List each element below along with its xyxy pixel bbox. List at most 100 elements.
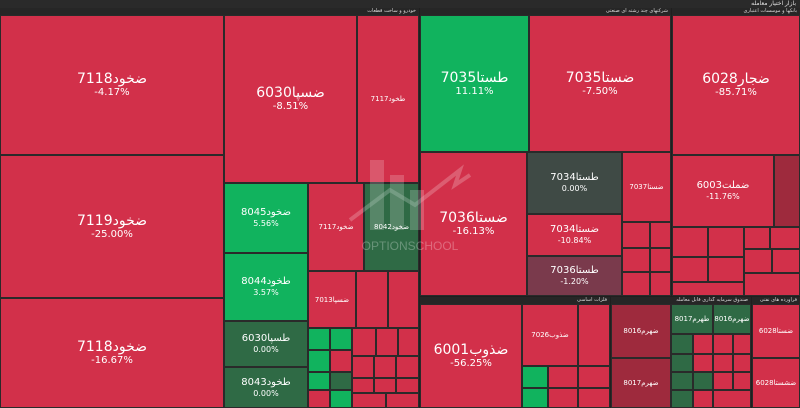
heatmap-tile[interactable] (356, 271, 388, 328)
heatmap-tile[interactable] (522, 388, 548, 408)
heatmap-tile[interactable] (352, 393, 386, 408)
heatmap-tile[interactable] (374, 378, 396, 393)
heatmap-tile[interactable] (671, 390, 693, 408)
heatmap-tile[interactable] (398, 328, 419, 356)
heatmap-tile[interactable]: ضجار6028 -85.71% (672, 15, 800, 155)
heatmap-tile[interactable] (693, 390, 713, 408)
heatmap-tile[interactable] (376, 328, 398, 356)
heatmap-tile[interactable] (396, 356, 419, 378)
heatmap-tile[interactable] (713, 354, 733, 372)
sector-petroleum[interactable]: فرآورده های نفتی ضستا6028 ضشستا6028 (752, 297, 800, 408)
heatmap-tile[interactable]: ضخود7118 -4.17% (0, 15, 224, 155)
heatmap-tile[interactable]: ضخود7118 -16.67% (0, 298, 224, 408)
heatmap-tile[interactable] (330, 350, 352, 372)
heatmap-tile[interactable] (650, 222, 671, 248)
heatmap-tile[interactable]: طهرم8017 (671, 304, 713, 334)
heatmap-tile[interactable]: ضسپا6030 -8.51% (224, 15, 357, 183)
heatmap-tile[interactable] (308, 350, 330, 372)
heatmap-tile[interactable] (548, 388, 578, 408)
heatmap-tile[interactable] (671, 354, 693, 372)
heatmap-tile[interactable] (622, 222, 650, 248)
heatmap-tile[interactable] (713, 334, 733, 354)
heatmap-tile[interactable] (386, 393, 419, 408)
heatmap-tile[interactable] (622, 248, 650, 272)
heatmap-tile[interactable] (744, 273, 800, 296)
heatmap-tile[interactable]: ضهرم8017 (611, 358, 671, 408)
heatmap-tile[interactable] (671, 334, 693, 354)
heatmap-tile[interactable]: ضخود7117 (308, 183, 364, 271)
heatmap-tile[interactable] (374, 356, 396, 378)
heatmap-tile[interactable] (578, 304, 610, 366)
heatmap-tile[interactable]: طخود8044 3.57% (224, 253, 308, 321)
heatmap-tile[interactable] (713, 372, 733, 390)
heatmap-tile[interactable]: ضسپا7013 (308, 271, 356, 328)
heatmap-tile[interactable]: ضستا6028 (752, 304, 800, 358)
sector-auto[interactable]: خودرو و ساخت قطعات ضخود7118 -4.17% ضخود7… (0, 8, 419, 408)
heatmap-tile[interactable]: ضستا7034 -10.84% (527, 214, 622, 256)
heatmap-tile[interactable] (713, 390, 751, 408)
sector-banks[interactable]: بانکها و موسسات اعتباری ضجار6028 -85.71%… (672, 8, 800, 296)
heatmap-tile[interactable]: طستا7036 -1.20% (527, 256, 622, 296)
heatmap-tile[interactable] (650, 248, 671, 272)
sector-label: فلزات اساسی (577, 297, 607, 303)
heatmap-tile[interactable] (744, 249, 772, 273)
heatmap-tile[interactable]: ضهرم8016 (611, 304, 671, 358)
sector-basic-metals[interactable]: فلزات اساسی ضذوب6001 -56.25% ضذوب7026 (420, 297, 610, 408)
heatmap-tile[interactable]: ضخود8042 (364, 183, 419, 271)
heatmap-tile[interactable] (352, 356, 374, 378)
heatmap-tile[interactable] (330, 390, 352, 408)
heatmap-tile[interactable] (671, 372, 693, 390)
heatmap-tile[interactable] (693, 354, 713, 372)
heatmap-tile[interactable]: طخود8043 0.00% (224, 367, 308, 408)
heatmap-tile[interactable]: ضذوب7026 (522, 304, 578, 366)
heatmap-tile[interactable] (650, 272, 671, 296)
heatmap-tile[interactable]: ضستا7036 -16.13% (420, 152, 527, 296)
heatmap-tile[interactable]: طخود7117 (357, 15, 419, 183)
heatmap-tile[interactable] (708, 227, 744, 257)
heatmap-tile[interactable] (770, 227, 800, 249)
heatmap-tile[interactable] (672, 282, 744, 296)
heatmap-tile[interactable]: ضخود7119 -25.00% (0, 155, 224, 298)
heatmap-tile[interactable]: ضستا7037 (622, 152, 671, 222)
heatmap-tile[interactable] (578, 388, 610, 408)
heatmap-tile[interactable] (772, 249, 800, 273)
heatmap-tile[interactable]: طسپا6030 0.00% (224, 321, 308, 367)
heatmap-tile[interactable] (352, 328, 376, 356)
sector-label: بانکها و موسسات اعتباری (743, 8, 797, 14)
heatmap-tile[interactable] (330, 372, 352, 390)
heatmap-tile[interactable] (522, 366, 548, 388)
heatmap-tile[interactable]: ضملت6003 -11.76% (672, 155, 774, 227)
heatmap-tile[interactable] (578, 366, 610, 388)
heatmap-tile[interactable] (308, 328, 330, 350)
heatmap-tile[interactable] (733, 334, 751, 354)
sector-industrial[interactable]: شرکتهای چند رشته ای صنعتی طستا7035 11.11… (420, 8, 671, 296)
heatmap-tile[interactable] (693, 334, 713, 354)
heatmap-tile[interactable] (308, 390, 330, 408)
heatmap-tile[interactable] (744, 227, 770, 249)
sector-label: صندوق سرمایه گذاری قابل معامله (676, 297, 748, 303)
heatmap-tile[interactable] (352, 378, 374, 393)
heatmap-tile[interactable] (672, 257, 708, 282)
heatmap-tile[interactable] (733, 372, 751, 390)
heatmap-tile[interactable]: ضهرم8016 (713, 304, 751, 334)
heatmap-tile[interactable] (693, 372, 713, 390)
heatmap-tile[interactable] (774, 155, 800, 227)
heatmap-tile[interactable]: ضشستا6028 (752, 358, 800, 408)
heatmap-tile[interactable]: ضخود8045 5.56% (224, 183, 308, 253)
heatmap-tile[interactable] (548, 366, 578, 388)
heatmap-tile[interactable]: ضذوب6001 -56.25% (420, 304, 522, 408)
heatmap-tile[interactable] (622, 272, 650, 296)
heatmap-tile[interactable] (733, 354, 751, 372)
heatmap-tile[interactable]: ضستا7035 -7.50% (529, 15, 671, 152)
heatmap-tile[interactable] (672, 227, 708, 257)
heatmap-tile[interactable]: طستا7034 0.00% (527, 152, 622, 214)
sector-label: فرآورده های نفتی (759, 297, 797, 303)
heatmap-tile[interactable] (330, 328, 352, 350)
heatmap-tile[interactable] (708, 257, 744, 282)
sector-etf[interactable]: صندوق سرمایه گذاری قابل معامله ضهرم8016 … (611, 297, 751, 408)
heatmap-tile[interactable] (308, 372, 330, 390)
heatmap-tile[interactable]: طستا7035 11.11% (420, 15, 529, 152)
heatmap-tile[interactable] (388, 271, 419, 328)
heatmap-tile[interactable] (396, 378, 419, 393)
